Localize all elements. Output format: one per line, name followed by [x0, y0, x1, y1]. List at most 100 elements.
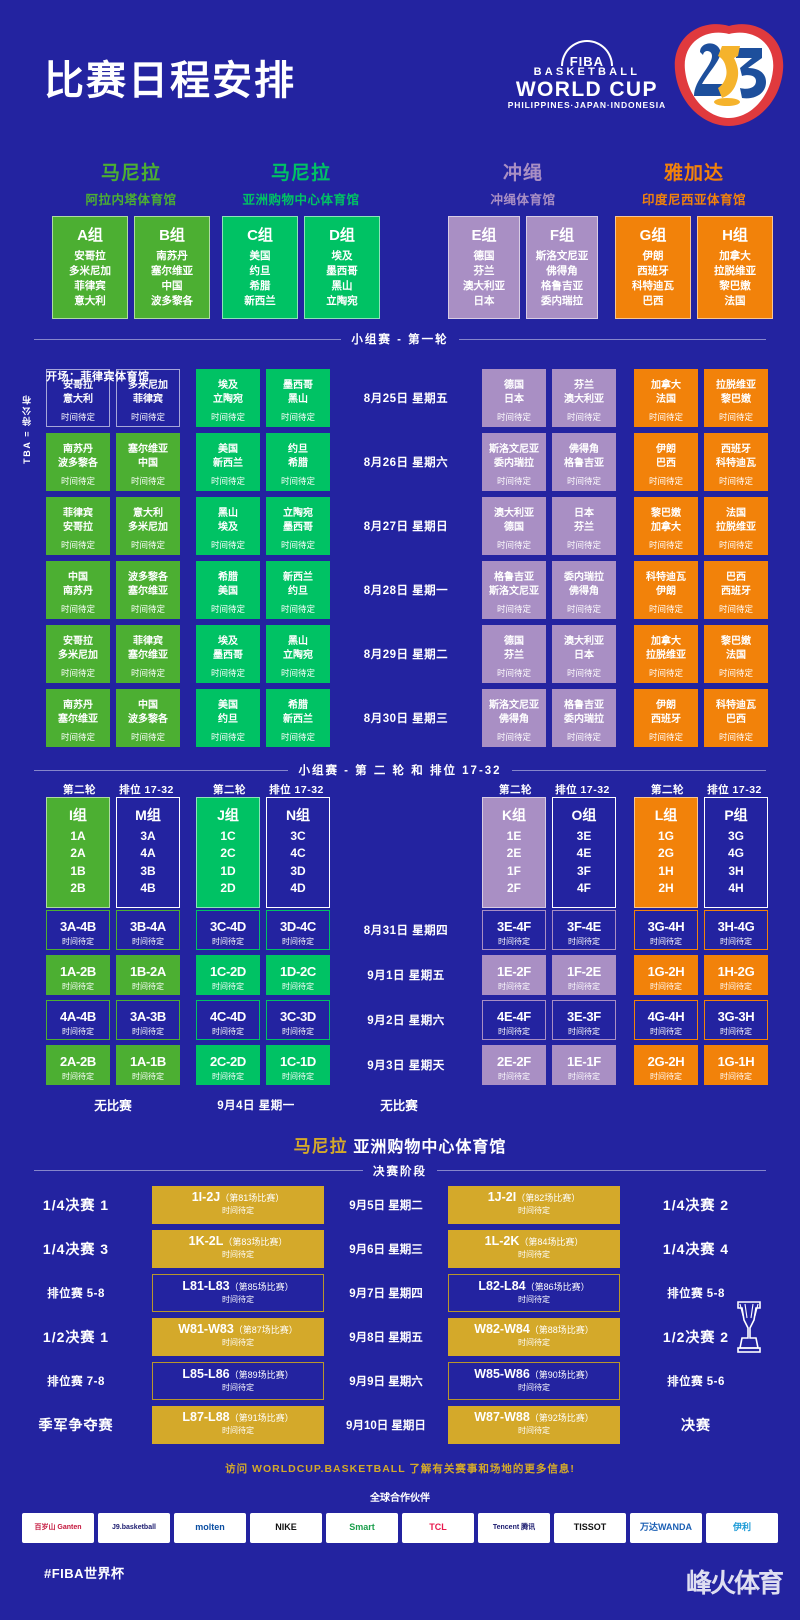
match-cell[interactable]: 约旦 希腊 时间待定: [266, 433, 330, 491]
round2-match-cell[interactable]: 4G-4H 时间待定: [634, 1000, 698, 1041]
match-cell[interactable]: 西班牙 科特迪瓦 时间待定: [704, 433, 768, 491]
match-cell[interactable]: 澳大利亚 德国 时间待定: [482, 497, 546, 555]
match-cell[interactable]: 菲律宾 安哥拉 时间待定: [46, 497, 110, 555]
match-date: 8月26日 星期六: [363, 457, 449, 469]
match-cell[interactable]: 安哥拉 意大利 时间待定: [46, 369, 110, 427]
match-cell[interactable]: 格鲁吉亚 委内瑞拉 时间待定: [552, 689, 616, 747]
match-team: 希腊: [288, 457, 308, 469]
finals-match-right[interactable]: 1J-2I（第82场比赛） 时间待定: [448, 1185, 620, 1224]
match-team: 委内瑞拉: [564, 713, 604, 725]
match-cell[interactable]: 黑山 立陶宛 时间待定: [266, 625, 330, 683]
match-cell[interactable]: 立陶宛 墨西哥 时间待定: [266, 497, 330, 555]
finals-match-right[interactable]: L82-L84（第86场比赛） 时间待定: [448, 1273, 620, 1312]
match-cell[interactable]: 法国 拉脱维亚 时间待定: [704, 497, 768, 555]
round2-match-cell[interactable]: 3G-3H 时间待定: [704, 1000, 768, 1041]
round2-match-cell[interactable]: 3C-4D 时间待定: [196, 910, 260, 951]
match-cell[interactable]: 加拿大 法国 时间待定: [634, 369, 698, 427]
round2-match-time: 时间待定: [568, 1026, 600, 1036]
match-cell[interactable]: 斯洛文尼亚 佛得角 时间待定: [482, 689, 546, 747]
round2-match-cell[interactable]: 3E-4F 时间待定: [482, 910, 546, 951]
match-cell[interactable]: 南苏丹 波多黎各 时间待定: [46, 433, 110, 491]
match-team: 巴西: [726, 713, 746, 725]
finals-match-right[interactable]: W82-W84（第88场比赛） 时间待定: [448, 1317, 620, 1356]
match-team: 加拿大: [651, 380, 681, 391]
round2-match-cell[interactable]: 3E-3F 时间待定: [552, 1000, 616, 1041]
match-cell[interactable]: 澳大利亚 日本 时间待定: [552, 625, 616, 683]
match-cell[interactable]: 日本 芬兰 时间待定: [552, 497, 616, 555]
round2-match-cell[interactable]: 2G-2H 时间待定: [634, 1045, 698, 1086]
match-cell[interactable]: 伊朗 西班牙 时间待定: [634, 689, 698, 747]
finals-match-right[interactable]: W87-W88（第92场比赛） 时间待定: [448, 1405, 620, 1444]
finals-match-right[interactable]: W85-W86（第90场比赛） 时间待定: [448, 1361, 620, 1400]
match-cell[interactable]: 芬兰 澳大利亚 时间待定: [552, 369, 616, 427]
match-cell[interactable]: 拉脱维亚 黎巴嫩 时间待定: [704, 369, 768, 427]
finals-match-left[interactable]: L85-L86（第89场比赛） 时间待定: [152, 1361, 324, 1400]
match-cell[interactable]: 黑山 埃及 时间待定: [196, 497, 260, 555]
round2-match-cell[interactable]: 4C-4D 时间待定: [196, 1000, 260, 1041]
match-cell[interactable]: 佛得角 格鲁吉亚 时间待定: [552, 433, 616, 491]
match-cell[interactable]: 黎巴嫩 加拿大 时间待定: [634, 497, 698, 555]
round2-match-cell[interactable]: 1A-2B 时间待定: [46, 955, 110, 996]
round2-match-cell[interactable]: 3H-4G 时间待定: [704, 910, 768, 951]
match-cell[interactable]: 中国 南苏丹 时间待定: [46, 561, 110, 619]
match-cell[interactable]: 希腊 新西兰 时间待定: [266, 689, 330, 747]
match-cell[interactable]: 新西兰 约旦 时间待定: [266, 561, 330, 619]
match-cell[interactable]: 伊朗 巴西 时间待定: [634, 433, 698, 491]
round2-match-cell[interactable]: 4A-4B 时间待定: [46, 1000, 110, 1041]
match-cell[interactable]: 塞尔维亚 中国 时间待定: [116, 433, 180, 491]
round2-match-cell[interactable]: 3A-4B 时间待定: [46, 910, 110, 951]
match-cell[interactable]: 美国 约旦 时间待定: [196, 689, 260, 747]
round2-match-cell[interactable]: 1E-2F 时间待定: [482, 955, 546, 996]
match-cell[interactable]: 希腊 美国 时间待定: [196, 561, 260, 619]
round2-match-cell[interactable]: 3A-3B 时间待定: [116, 1000, 180, 1041]
round2-match-cell[interactable]: 1C-2D 时间待定: [196, 955, 260, 996]
round2-match-cell[interactable]: 1E-1F 时间待定: [552, 1045, 616, 1086]
match-cell[interactable]: 菲律宾 塞尔维亚 时间待定: [116, 625, 180, 683]
match-cell[interactable]: 委内瑞拉 佛得角 时间待定: [552, 561, 616, 619]
finals-match-left[interactable]: W81-W83（第87场比赛） 时间待定: [152, 1317, 324, 1356]
match-cell[interactable]: 南苏丹 塞尔维亚 时间待定: [46, 689, 110, 747]
match-cell[interactable]: 巴西 西班牙 时间待定: [704, 561, 768, 619]
match-cell[interactable]: 加拿大 拉脱维亚 时间待定: [634, 625, 698, 683]
match-cell[interactable]: 科特迪瓦 伊朗 时间待定: [634, 561, 698, 619]
round2-match-cell[interactable]: 1H-2G 时间待定: [704, 955, 768, 996]
match-cell[interactable]: 意大利 多米尼加 时间待定: [116, 497, 180, 555]
match-cell[interactable]: 安哥拉 多米尼加 时间待定: [46, 625, 110, 683]
round2-match-cell[interactable]: 1G-2H 时间待定: [634, 955, 698, 996]
finals-match-right[interactable]: 1L-2K（第84场比赛） 时间待定: [448, 1229, 620, 1268]
match-cell[interactable]: 黎巴嫩 法国 时间待定: [704, 625, 768, 683]
round2-match-cell[interactable]: 3B-4A 时间待定: [116, 910, 180, 951]
match-cell[interactable]: 埃及 立陶宛 时间待定: [196, 369, 260, 427]
round2-match-cell[interactable]: 1D-2C 时间待定: [266, 955, 330, 996]
round2-match-cell[interactable]: 1A-1B 时间待定: [116, 1045, 180, 1086]
match-cell[interactable]: 科特迪瓦 巴西 时间待定: [704, 689, 768, 747]
match-cell[interactable]: 斯洛文尼亚 委内瑞拉 时间待定: [482, 433, 546, 491]
round2-match-cell[interactable]: 1B-2A 时间待定: [116, 955, 180, 996]
match-cell[interactable]: 墨西哥 黑山 时间待定: [266, 369, 330, 427]
match-cell[interactable]: 中国 波多黎各 时间待定: [116, 689, 180, 747]
match-cell[interactable]: 波多黎各 塞尔维亚 时间待定: [116, 561, 180, 619]
match-cell[interactable]: 埃及 墨西哥 时间待定: [196, 625, 260, 683]
finals-match-left[interactable]: L81-L83（第85场比赛） 时间待定: [152, 1273, 324, 1312]
round2-match-cell[interactable]: 1G-1H 时间待定: [704, 1045, 768, 1086]
round2-match-cell[interactable]: 3D-4C 时间待定: [266, 910, 330, 951]
finals-match-left[interactable]: 1I-2J（第81场比赛） 时间待定: [152, 1185, 324, 1224]
round2-match-cell[interactable]: 3F-4E 时间待定: [552, 910, 616, 951]
match-time: 时间待定: [60, 732, 95, 742]
round2-match-cell[interactable]: 2A-2B 时间待定: [46, 1045, 110, 1086]
round2-match-cell[interactable]: 2C-2D 时间待定: [196, 1045, 260, 1086]
match-cell[interactable]: 多米尼加 菲律宾 时间待定: [116, 369, 180, 427]
round2-match-cell[interactable]: 3G-4H 时间待定: [634, 910, 698, 951]
round2-match-cell[interactable]: 2E-2F 时间待定: [482, 1045, 546, 1086]
round2-match-cell[interactable]: 1C-1D 时间待定: [266, 1045, 330, 1086]
finals-match-left[interactable]: 1K-2L（第83场比赛） 时间待定: [152, 1229, 324, 1268]
group-boxes: A组 安哥拉 多米尼加 菲律宾 意大利 B组 南苏丹 塞尔维亚 中国 波多黎各: [46, 216, 216, 319]
match-cell[interactable]: 格鲁吉亚 斯洛文尼亚 时间待定: [482, 561, 546, 619]
match-cell[interactable]: 美国 新西兰 时间待定: [196, 433, 260, 491]
match-cell[interactable]: 德国 芬兰 时间待定: [482, 625, 546, 683]
finals-match-left[interactable]: L87-L88（第91场比赛） 时间待定: [152, 1405, 324, 1444]
round2-match-cell[interactable]: 4E-4F 时间待定: [482, 1000, 546, 1041]
round2-match-cell[interactable]: 1F-2E 时间待定: [552, 955, 616, 996]
match-cell[interactable]: 德国 日本 时间待定: [482, 369, 546, 427]
round2-match-cell[interactable]: 3C-3D 时间待定: [266, 1000, 330, 1041]
